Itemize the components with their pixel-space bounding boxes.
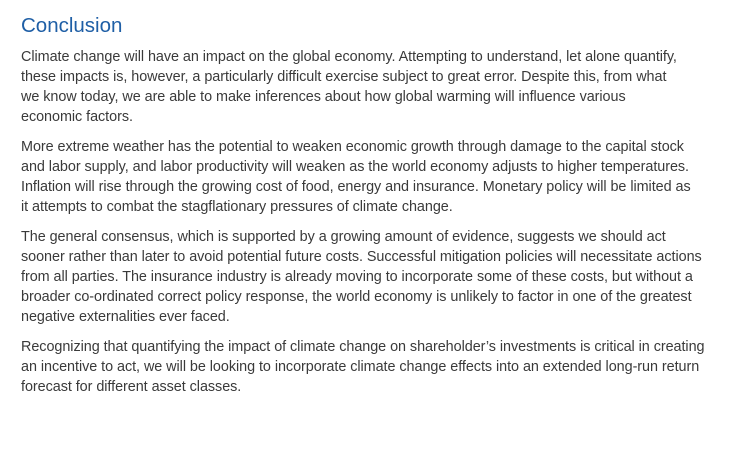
section-heading: Conclusion (21, 14, 123, 37)
paragraph-line: these impacts is, however, a particularl… (21, 69, 667, 85)
paragraph-line: Inflation will rise through the growing … (21, 179, 691, 195)
paragraph-4: Recognizing that quantifying the impact … (21, 337, 731, 397)
paragraph-line: Recognizing that quantifying the impact … (21, 339, 705, 355)
paragraph-2: More extreme weather has the potential t… (21, 137, 731, 217)
paragraph-line: it attempts to combat the stagflationary… (21, 199, 453, 215)
paragraph-line: an incentive to act, we will be looking … (21, 359, 700, 375)
paragraph-line: from all parties. The insurance industry… (21, 269, 693, 285)
paragraph-line: negative externalities ever faced. (21, 309, 230, 325)
paragraph-line: More extreme weather has the potential t… (21, 139, 684, 155)
paragraph-line: The general consensus, which is supporte… (21, 229, 666, 245)
paragraph-line: economic factors. (21, 109, 133, 125)
paragraph-line: forecast for different asset classes. (21, 379, 242, 395)
paragraph-line: broader co-ordinated correct policy resp… (21, 289, 692, 305)
paragraph-line: sooner rather than later to avoid potent… (21, 249, 702, 265)
paragraph-3: The general consensus, which is supporte… (21, 227, 731, 327)
paragraph-line: and labor supply, and labor productivity… (21, 159, 690, 175)
paragraph-line: Climate change will have an impact on th… (21, 49, 677, 65)
paragraph-1: Climate change will have an impact on th… (21, 47, 731, 127)
paragraph-line: we know today, we are able to make infer… (21, 89, 626, 105)
